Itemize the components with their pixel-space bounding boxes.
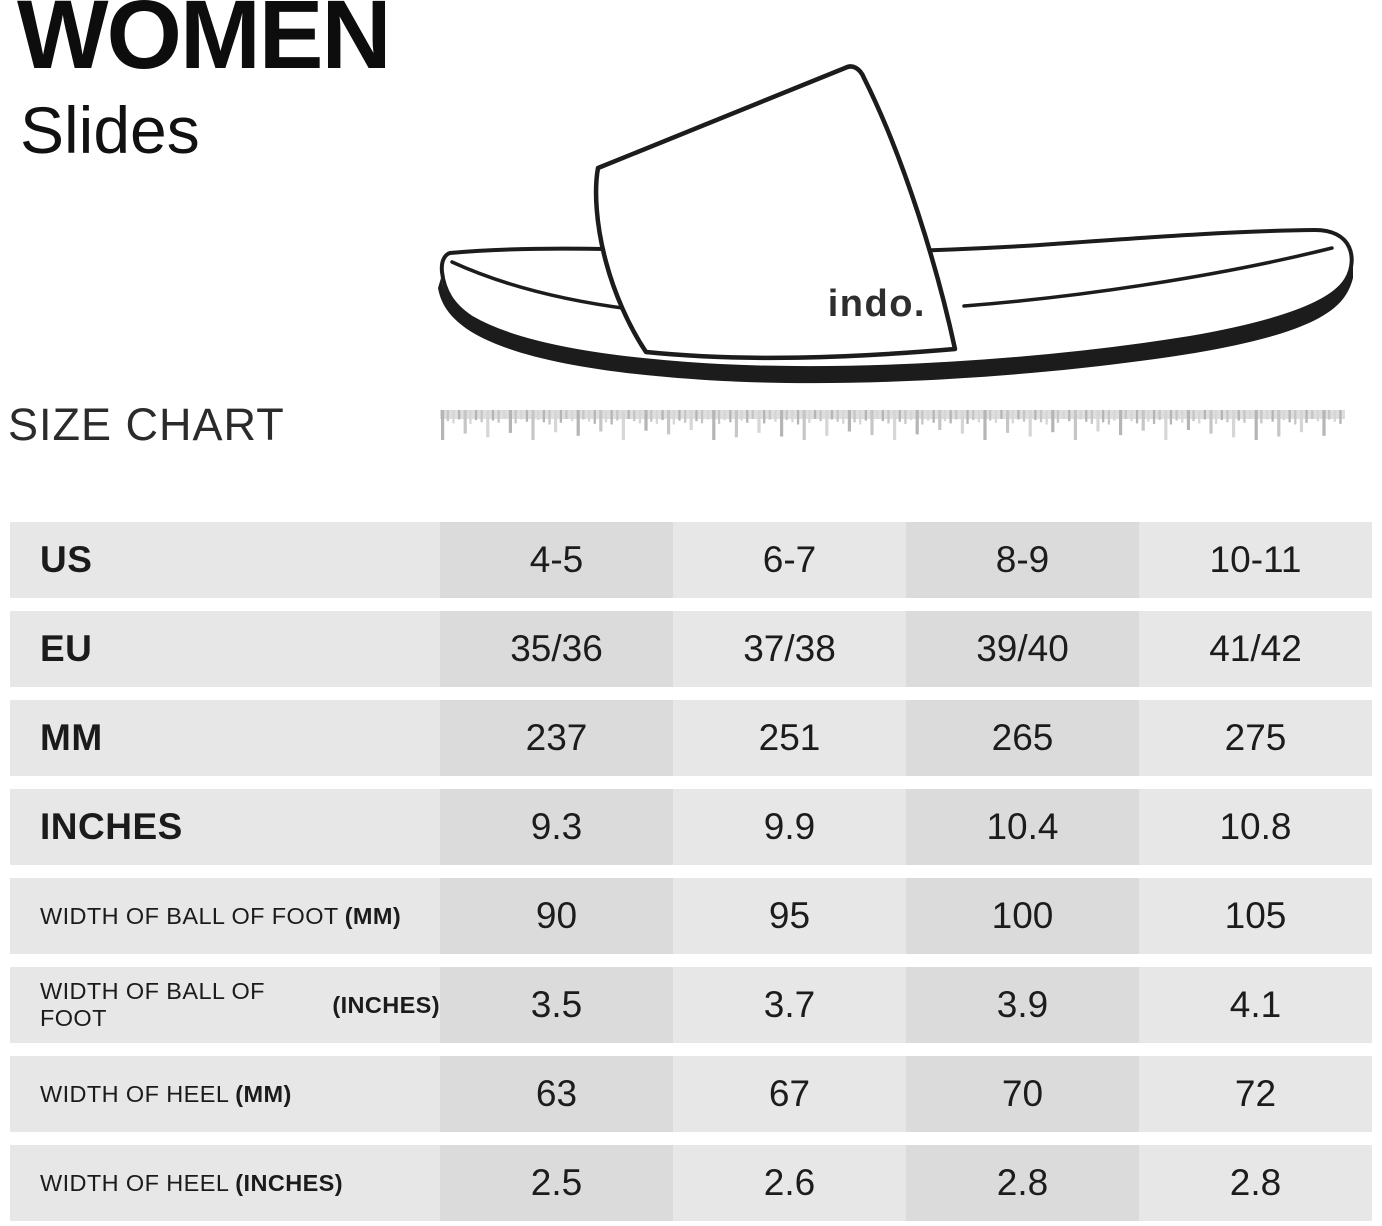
size-value: 3.9 bbox=[906, 967, 1139, 1043]
row-label: MM bbox=[10, 700, 440, 776]
size-value: 3.7 bbox=[673, 967, 906, 1043]
size-value: 37/38 bbox=[673, 611, 906, 687]
strap-outline bbox=[593, 64, 958, 361]
page-title: WOMEN bbox=[17, 0, 392, 89]
row-label: WIDTH OF HEEL (MM) bbox=[10, 1056, 440, 1132]
footbed-rim-left bbox=[450, 260, 632, 311]
size-value: 265 bbox=[906, 700, 1139, 776]
size-value: 4-5 bbox=[440, 522, 673, 598]
size-value: 90 bbox=[440, 878, 673, 954]
size-value: 237 bbox=[440, 700, 673, 776]
row-label: INCHES bbox=[10, 789, 440, 865]
size-value: 3.5 bbox=[440, 967, 673, 1043]
size-value: 35/36 bbox=[440, 611, 673, 687]
page-subtitle: Slides bbox=[20, 93, 200, 167]
size-value: 4.1 bbox=[1139, 967, 1372, 1043]
size-value: 10-11 bbox=[1139, 522, 1372, 598]
size-value: 63 bbox=[440, 1056, 673, 1132]
size-value: 275 bbox=[1139, 700, 1372, 776]
size-value: 41/42 bbox=[1139, 611, 1372, 687]
footbed-rim-right bbox=[962, 246, 1334, 308]
table-row-mm: MM 237 251 265 275 bbox=[10, 700, 1372, 776]
size-value: 9.3 bbox=[440, 789, 673, 865]
size-value: 70 bbox=[906, 1056, 1139, 1132]
brand-logo: indo. bbox=[828, 283, 926, 325]
row-label: WIDTH OF HEEL (INCHES) bbox=[10, 1145, 440, 1221]
size-value: 39/40 bbox=[906, 611, 1139, 687]
table-row-us: US 4-5 6-7 8-9 10-11 bbox=[10, 522, 1372, 598]
size-value: 2.8 bbox=[1139, 1145, 1372, 1221]
size-value: 2.8 bbox=[906, 1145, 1139, 1221]
table-row-inches: INCHES 9.3 9.9 10.4 10.8 bbox=[10, 789, 1372, 865]
size-value: 9.9 bbox=[673, 789, 906, 865]
size-value: 8-9 bbox=[906, 522, 1139, 598]
size-value: 10.4 bbox=[906, 789, 1139, 865]
size-value: 10.8 bbox=[1139, 789, 1372, 865]
table-row-eu: EU 35/36 37/38 39/40 41/42 bbox=[10, 611, 1372, 687]
size-value: 72 bbox=[1139, 1056, 1372, 1132]
row-label: EU bbox=[10, 611, 440, 687]
size-value: 67 bbox=[673, 1056, 906, 1132]
header: WOMEN Slides SIZE CHART indo. bbox=[0, 0, 1382, 522]
size-value: 100 bbox=[906, 878, 1139, 954]
size-value: 105 bbox=[1139, 878, 1372, 954]
outsole bbox=[438, 264, 1353, 384]
size-value: 2.5 bbox=[440, 1145, 673, 1221]
table-row-heel-width-inches: WIDTH OF HEEL (INCHES) 2.5 2.6 2.8 2.8 bbox=[10, 1145, 1372, 1221]
ruler-icon bbox=[440, 410, 1345, 440]
slide-sandal-illustration: indo. bbox=[438, 64, 1354, 384]
size-value: 95 bbox=[673, 878, 906, 954]
size-value: 6-7 bbox=[673, 522, 906, 598]
row-label: US bbox=[10, 522, 440, 598]
row-label: WIDTH OF BALL OF FOOT (MM) bbox=[10, 878, 440, 954]
size-table: US 4-5 6-7 8-9 10-11 EU 35/36 37/38 39/4… bbox=[0, 522, 1382, 1221]
size-value: 251 bbox=[673, 700, 906, 776]
table-row-ball-width-mm: WIDTH OF BALL OF FOOT (MM) 90 95 100 105 bbox=[10, 878, 1372, 954]
table-row-ball-width-inches: WIDTH OF BALL OF FOOT (INCHES) 3.5 3.7 3.… bbox=[10, 967, 1372, 1043]
row-label: WIDTH OF BALL OF FOOT (INCHES) bbox=[10, 967, 440, 1043]
size-value: 2.6 bbox=[673, 1145, 906, 1221]
table-row-heel-width-mm: WIDTH OF HEEL (MM) 63 67 70 72 bbox=[10, 1056, 1372, 1132]
size-chart-heading: SIZE CHART bbox=[8, 399, 285, 450]
